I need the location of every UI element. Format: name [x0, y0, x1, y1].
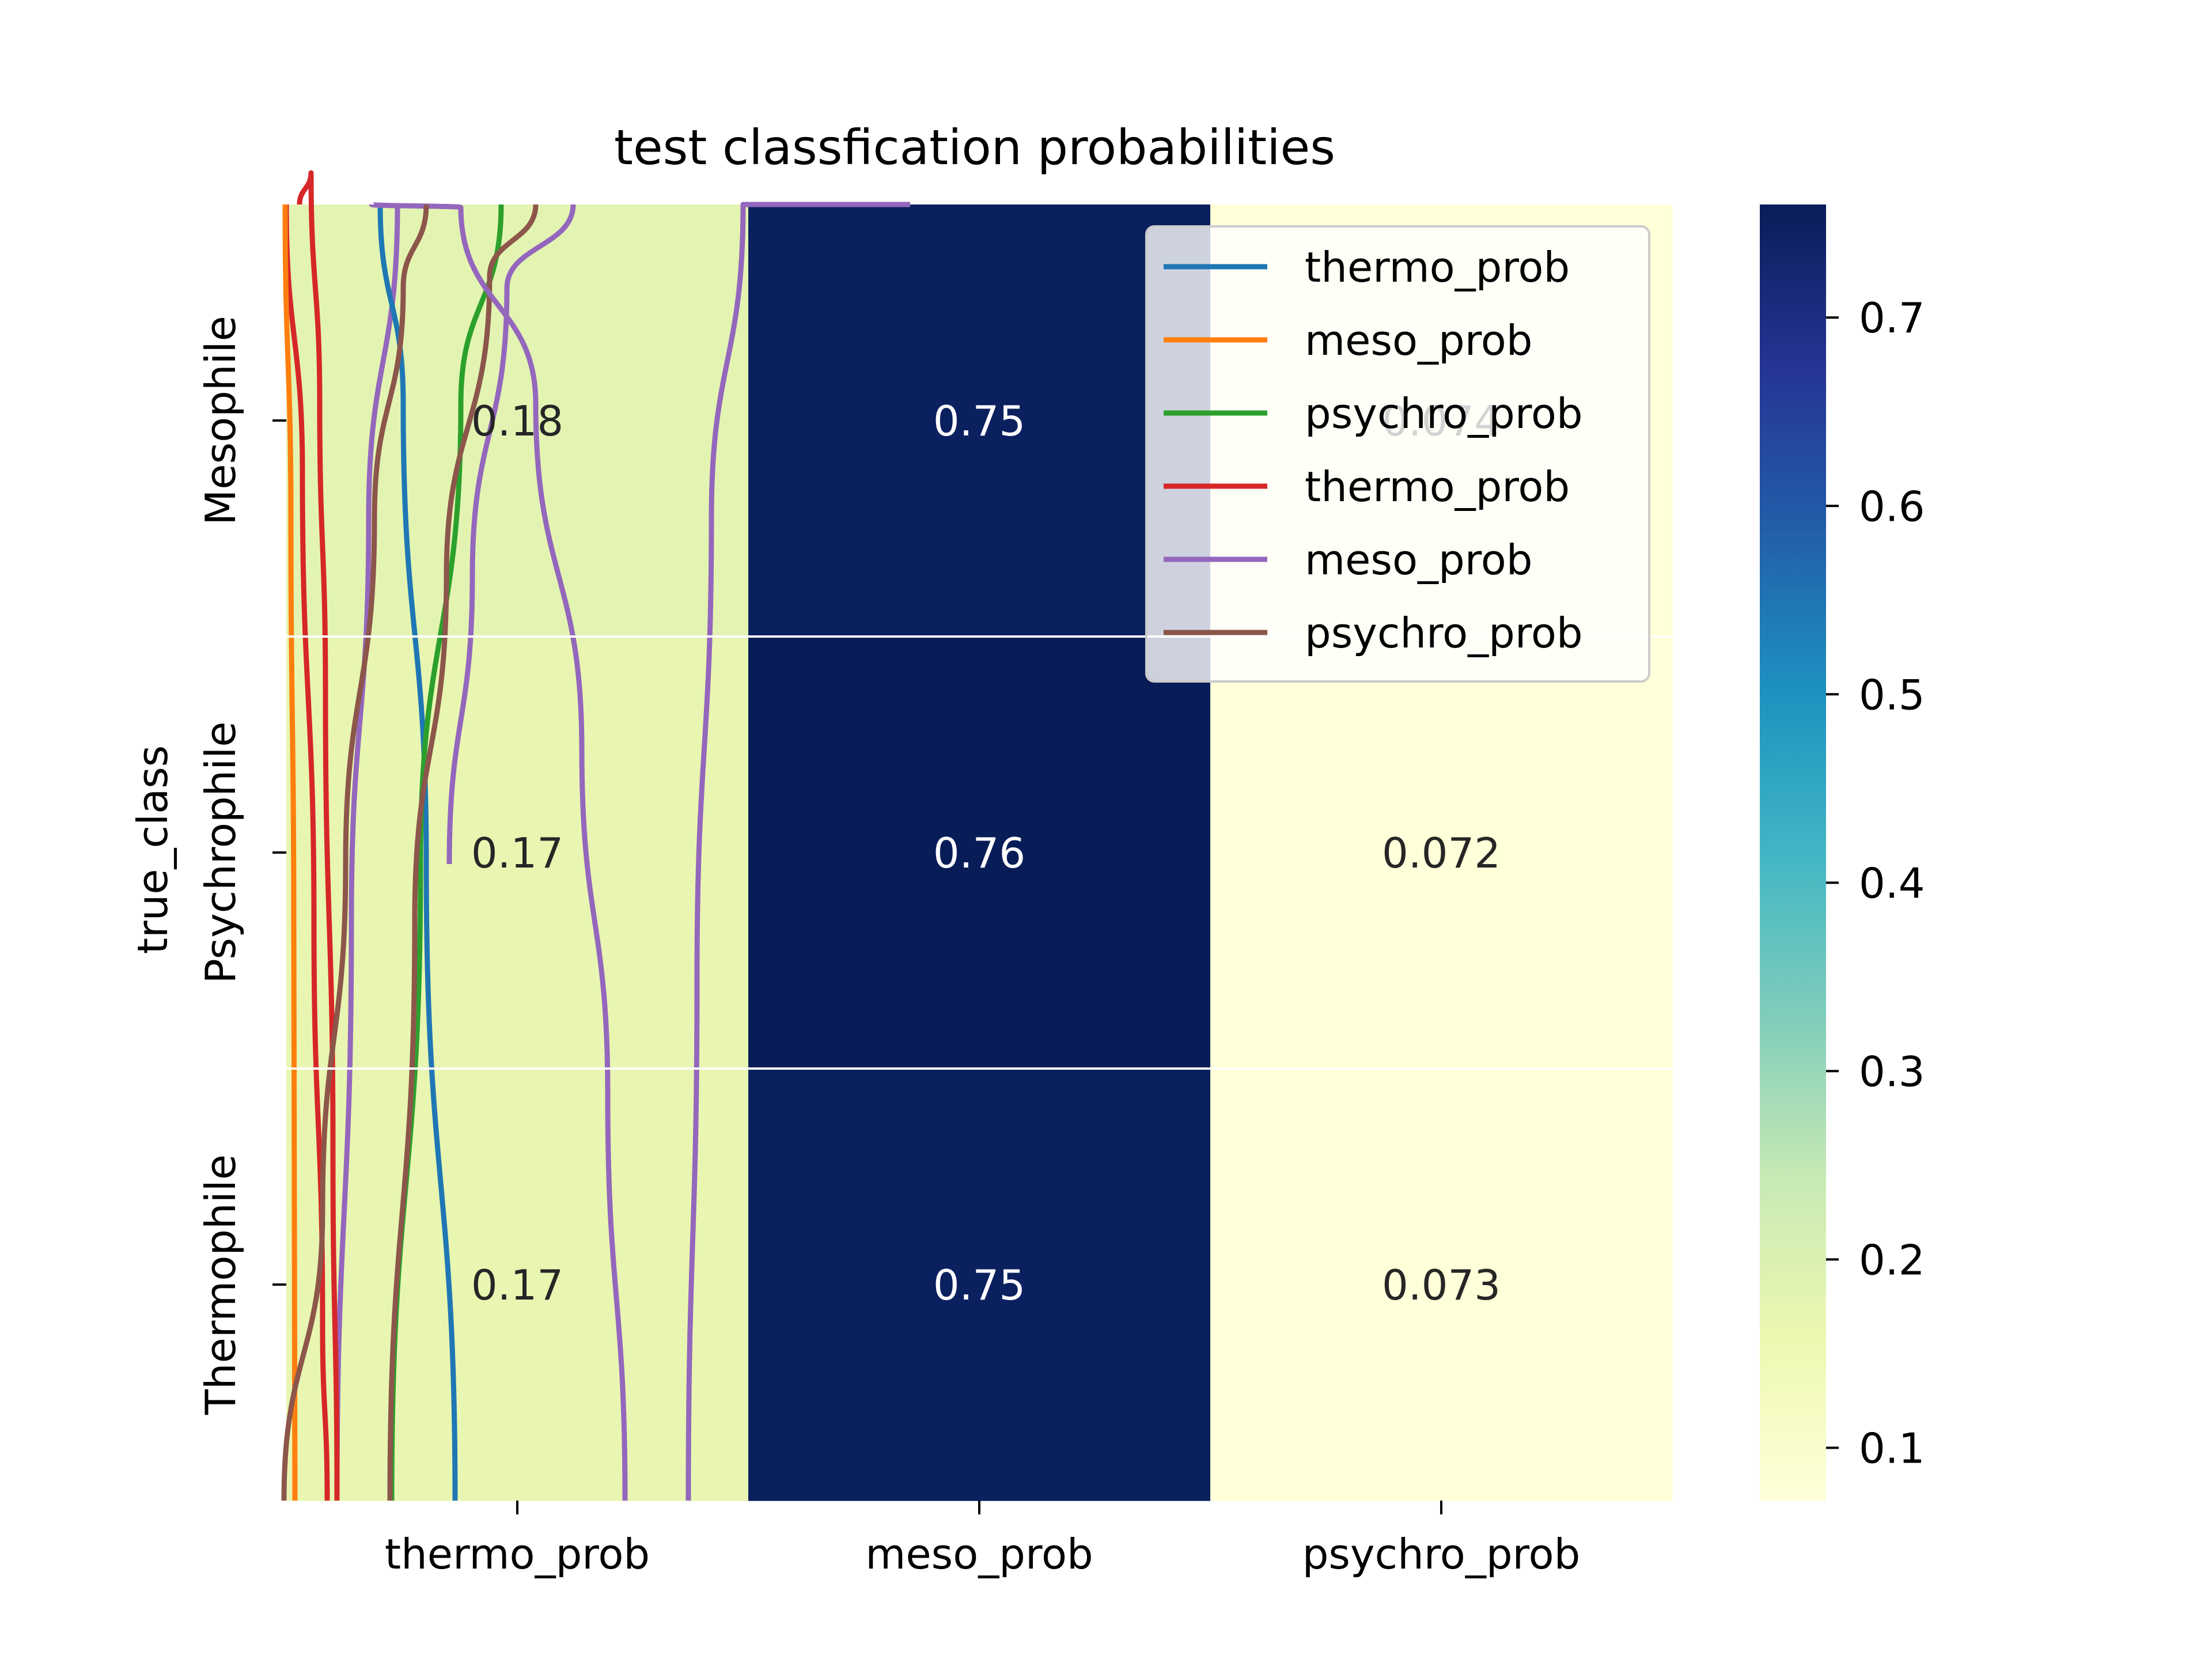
legend-label: meso_prob — [1305, 316, 1532, 365]
overlay-series-line — [283, 204, 330, 1501]
colorbar-tick-label: 0.1 — [1859, 1424, 1925, 1472]
cell-value-label: 0.18 — [471, 397, 563, 445]
overlay-series-line — [282, 204, 298, 1501]
overlay-series-line — [297, 170, 340, 1501]
chart-title: test classfication probabilities — [614, 119, 1335, 176]
y-axis: Mesophile Psychrophile Thermophile — [196, 316, 286, 1415]
x-tick-label: meso_prob — [865, 1530, 1093, 1578]
legend-label: psychro_prob — [1305, 609, 1583, 657]
overlay-series-line — [334, 204, 400, 1501]
overlay-series-line — [377, 204, 458, 1501]
x-axis: thermo_prob meso_prob psychro_prob — [385, 1501, 1580, 1578]
heatmap-cell — [1210, 1069, 1673, 1501]
cell-value-label: 0.17 — [471, 1261, 563, 1309]
legend-label: thermo_prob — [1305, 243, 1570, 291]
legend-box — [1145, 225, 1650, 683]
x-tick-label: thermo_prob — [385, 1530, 650, 1578]
legend-label: psychro_prob — [1305, 389, 1583, 438]
overlay-series-line — [369, 202, 628, 1501]
colorbar-tick-label: 0.3 — [1859, 1047, 1925, 1096]
colorbar-tick-label: 0.7 — [1859, 294, 1925, 342]
y-tick-label: Thermophile — [196, 1154, 245, 1415]
colorbar-tick-label: 0.4 — [1859, 859, 1925, 907]
cell-value-label: 0.75 — [933, 1261, 1025, 1309]
colorbar-tick-label: 0.5 — [1859, 671, 1925, 719]
overlay-series-line — [685, 202, 910, 1501]
colorbar-gradient — [1760, 204, 1826, 1501]
cell-value-label: 0.17 — [471, 829, 563, 877]
overlay-series-line — [446, 204, 576, 865]
x-tick-label: psychro_prob — [1302, 1530, 1581, 1578]
heatmap-cell — [286, 204, 749, 637]
heatmap-cell — [286, 1069, 749, 1501]
heatmap-cell — [748, 204, 1211, 637]
y-axis-label: true_class — [128, 745, 177, 955]
heatmap-cell — [748, 637, 1211, 1069]
y-tick-label: Psychrophile — [196, 721, 245, 983]
overlay-series-line — [281, 204, 429, 1501]
cell-value-label: 0.073 — [1382, 1261, 1501, 1309]
heatmap-cell — [1210, 637, 1673, 1069]
heatmap-cell — [748, 1069, 1211, 1501]
colorbar: 0.1 0.2 0.3 0.4 0.5 0.6 0.7 — [1760, 204, 1925, 1501]
y-tick-label: Mesophile — [196, 316, 245, 525]
cell-value-label: 0.76 — [933, 829, 1025, 877]
cell-value-label: 0.75 — [933, 397, 1025, 445]
cell-value-label: 0.072 — [1382, 829, 1501, 877]
legend-label: thermo_prob — [1305, 463, 1570, 511]
legend-label: meso_prob — [1305, 536, 1532, 584]
colorbar-tick-label: 0.2 — [1859, 1236, 1925, 1284]
colorbar-tick-label: 0.6 — [1859, 482, 1925, 531]
overlay-curves — [281, 170, 910, 1501]
overlay-series-line — [387, 204, 539, 1501]
legend: thermo_prob meso_prob psychro_prob thermo_p… — [1145, 225, 1650, 683]
